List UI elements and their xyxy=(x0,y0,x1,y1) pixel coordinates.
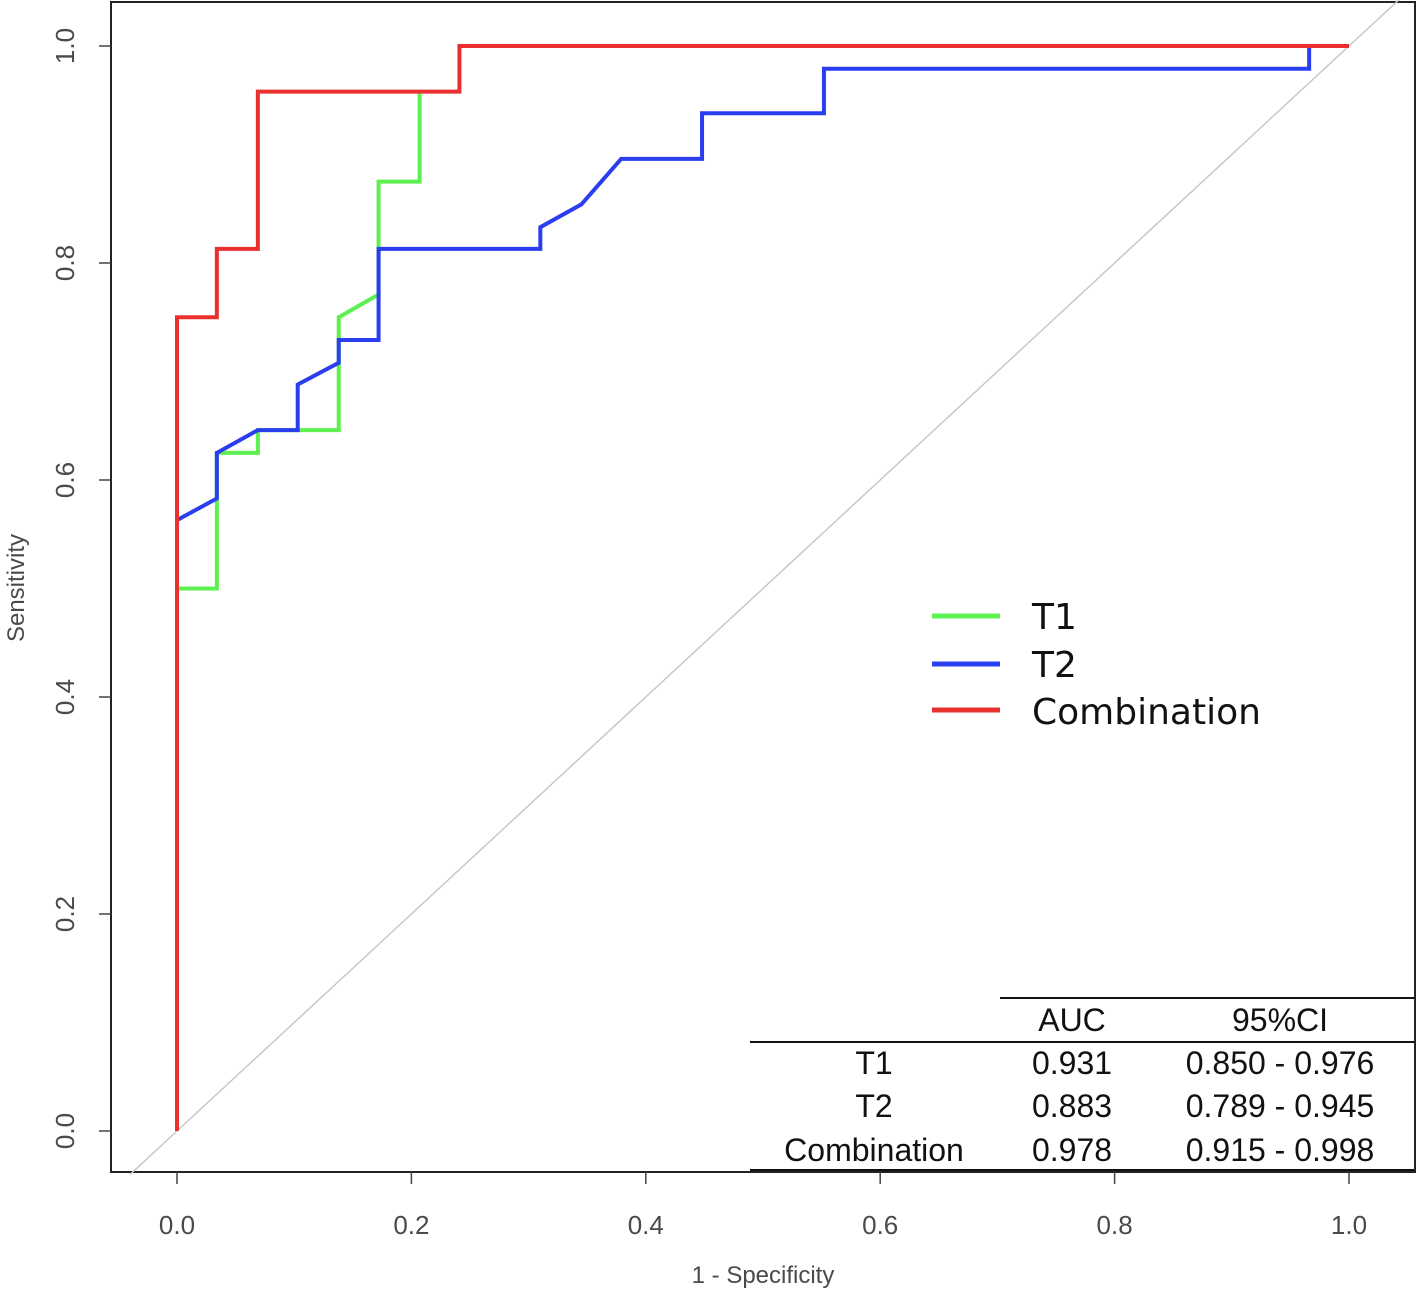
legend: T1 T2 Combination xyxy=(932,597,1261,733)
table-row-ci: 0.850 - 0.976 xyxy=(1186,1045,1375,1081)
y-tick-label: 0.4 xyxy=(50,679,80,715)
reference-diagonal xyxy=(129,0,1400,1175)
series-line-t2 xyxy=(176,44,1349,522)
legend-label-t1: T1 xyxy=(1031,597,1077,638)
y-axis-title: Sensitivity xyxy=(3,534,30,642)
y-tick-label: 0.2 xyxy=(50,896,80,932)
x-tick-label: 1.0 xyxy=(1331,1210,1367,1240)
x-tick-label: 0.8 xyxy=(1097,1210,1133,1240)
table-header-auc: AUC xyxy=(1038,1002,1106,1038)
table-row-label: T1 xyxy=(855,1045,892,1081)
x-tick-label: 0.0 xyxy=(159,1210,195,1240)
table-row-ci: 0.915 - 0.998 xyxy=(1186,1132,1375,1168)
table-row-label: T2 xyxy=(855,1088,892,1124)
y-axis: 0.0 0.2 0.4 0.6 0.8 1.0 xyxy=(50,28,111,1149)
table-row-auc: 0.883 xyxy=(1032,1088,1112,1124)
legend-label-combination: Combination xyxy=(1032,692,1261,733)
x-axis-title: 1 - Specificity xyxy=(692,1262,835,1289)
y-tick-label: 0.0 xyxy=(50,1113,80,1149)
plot-frame xyxy=(110,1,1416,1173)
auc-table: AUC 95%CI T1 0.931 0.850 - 0.976 T2 0.88… xyxy=(750,997,1414,1171)
y-tick-label: 0.8 xyxy=(50,245,80,281)
series-layer xyxy=(175,44,1349,1131)
table-row-label: Combination xyxy=(784,1132,964,1168)
table-row-auc: 0.978 xyxy=(1032,1132,1112,1168)
x-tick-label: 0.4 xyxy=(628,1210,664,1240)
x-tick-label: 0.2 xyxy=(393,1210,429,1240)
table-row-auc: 0.931 xyxy=(1032,1045,1112,1081)
table-header-ci: 95%CI xyxy=(1232,1002,1328,1038)
series-line-combination xyxy=(175,44,1349,1131)
x-tick-label: 0.6 xyxy=(862,1210,898,1240)
y-tick-label: 1.0 xyxy=(50,28,80,64)
x-axis: 0.0 0.2 0.4 0.6 0.8 1.0 xyxy=(159,1172,1367,1240)
table-row-ci: 0.789 - 0.945 xyxy=(1186,1088,1375,1124)
legend-label-t2: T2 xyxy=(1031,645,1077,686)
y-tick-label: 0.6 xyxy=(50,462,80,498)
